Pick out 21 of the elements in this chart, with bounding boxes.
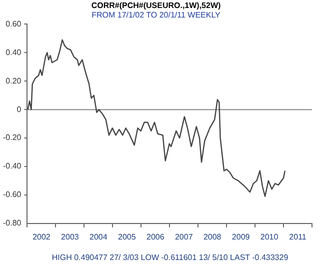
chart-title: CORR#(PCH#(USEURO.,1W),52W) <box>91 1 222 10</box>
chart-subtitle: FROM 17/1/02 TO 20/1/11 WEEKLY <box>92 10 222 20</box>
y-tick-label: 0.60 <box>6 19 22 28</box>
x-tick-label: 2007 <box>174 232 194 242</box>
x-tick-label: 2005 <box>118 232 136 242</box>
y-tick-label: -0.60 <box>3 190 22 200</box>
x-tick-label: 2002 <box>32 232 51 242</box>
x-tick-label: 2011 <box>289 232 307 242</box>
y-tick-label: 0.20 <box>6 76 22 86</box>
x-tick-label: 2004 <box>90 232 108 242</box>
y-tick-label: -0.40 <box>3 162 22 171</box>
y-tick-label: -0.80 <box>3 218 22 228</box>
y-tick-label: -0.20 <box>3 133 22 142</box>
x-tick-label: 2009 <box>232 232 250 242</box>
x-tick-label: 2008 <box>203 232 222 242</box>
y-tick-label: 0.40 <box>6 48 22 57</box>
x-tick-label: 2006 <box>146 232 165 242</box>
x-tick-label: 2003 <box>61 232 80 242</box>
y-tick-label: 0 <box>16 104 22 114</box>
text: HIGH 0.490477 27/ 3/03 LOW -0.611601 13/ 5/10 LAST -0.433329 <box>52 253 289 262</box>
x-tick-label: 2010 <box>260 232 279 242</box>
